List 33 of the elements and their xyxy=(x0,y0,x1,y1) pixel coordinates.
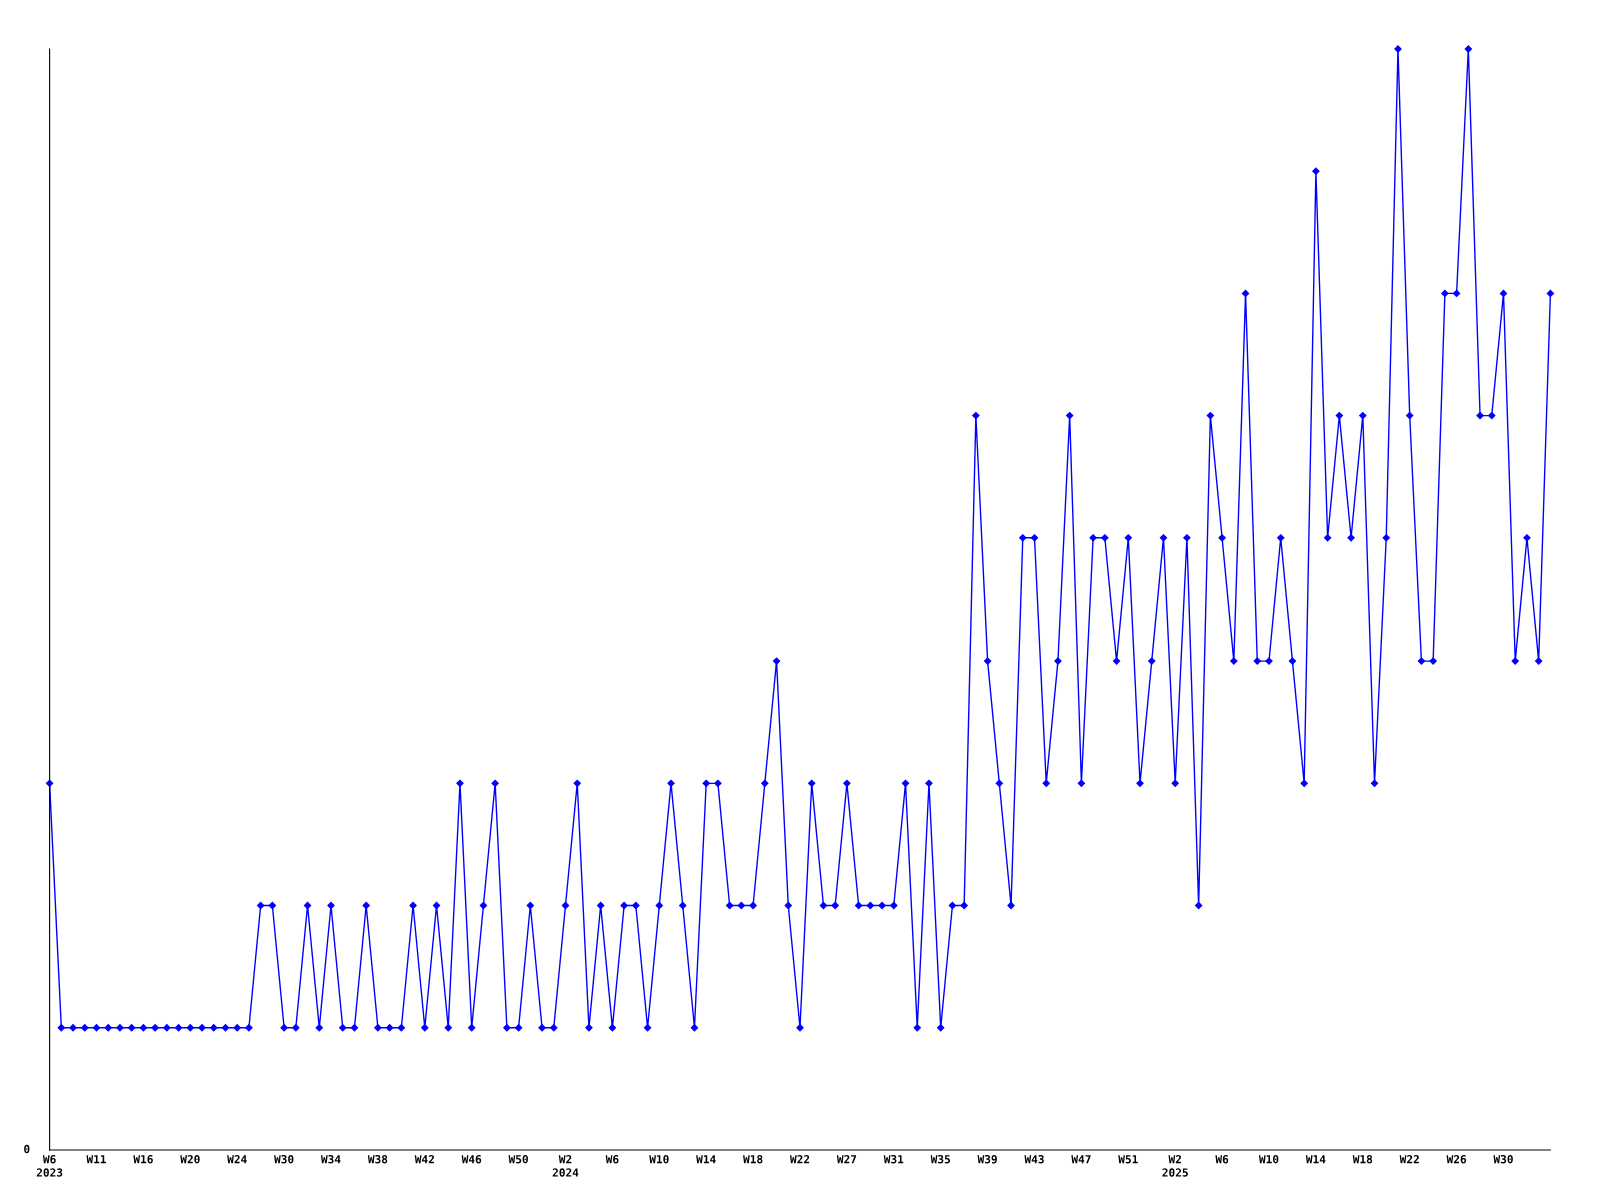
x-tick-label: W10 xyxy=(649,1155,669,1164)
text: 0 xyxy=(24,1144,30,1154)
x-tick-label: W2 2024 xyxy=(552,1155,579,1177)
x-tick-label: W18 xyxy=(743,1155,763,1164)
x-tick-label: W16 xyxy=(133,1155,153,1164)
x-tick-label: W10 xyxy=(1258,1155,1279,1164)
x-tick-label: W43 xyxy=(1024,1155,1044,1164)
x-tick-label: W46 xyxy=(461,1155,482,1164)
x-tick-label: W31 xyxy=(883,1155,904,1164)
x-tick-label: W39 xyxy=(977,1155,997,1164)
x-tick-label: W22 xyxy=(789,1155,810,1164)
x-tick-label: W6 2023 xyxy=(36,1155,63,1177)
x-tick-label: W22 xyxy=(1399,1155,1419,1164)
x-tick-label: W34 xyxy=(320,1155,341,1164)
x-tick-label: W35 xyxy=(930,1155,950,1164)
x-tick-label: W30 xyxy=(1493,1155,1513,1164)
x-tick-label: W24 xyxy=(227,1155,247,1164)
x-tick-label: W26 xyxy=(1446,1155,1467,1164)
x-tick-label: W14 xyxy=(1305,1155,1326,1164)
x-tick-label: W47 xyxy=(1071,1155,1091,1164)
x-tick-label: W50 xyxy=(508,1155,528,1164)
x-tick-label: W14 xyxy=(696,1155,716,1164)
x-tick-label: W30 xyxy=(274,1155,294,1164)
x-tick-label: W6 xyxy=(605,1155,619,1164)
x-tick-label: W20 xyxy=(180,1155,200,1164)
x-tick-label: W6 xyxy=(1215,1155,1229,1164)
x-tick-label: W38 xyxy=(367,1155,388,1164)
x-tick-label: W27 xyxy=(836,1155,857,1164)
x-tick-label: W2 2025 xyxy=(1162,1155,1188,1177)
x-tick-label: W18 xyxy=(1352,1155,1373,1164)
x-tick-label: W42 xyxy=(414,1155,434,1164)
x-tick-label: W51 xyxy=(1118,1155,1138,1164)
x-tick-label: W11 xyxy=(86,1155,106,1164)
